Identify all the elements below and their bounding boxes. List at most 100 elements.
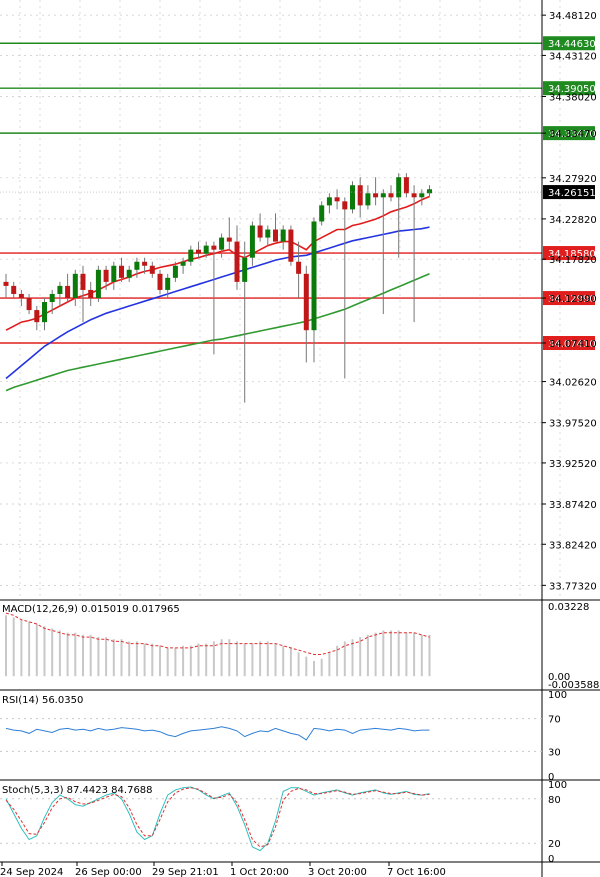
candle-down: [18, 293, 24, 298]
x-tick-label: 1 Oct 20:00: [230, 867, 289, 877]
level-label: 34.33470: [548, 129, 596, 140]
x-tick-label: 3 Oct 20:00: [308, 867, 367, 877]
time-axis: 24 Sep 2024 26 Sep 00:00 29 Sep 21:01 1 Oct…: [0, 862, 446, 877]
candle-down: [403, 177, 409, 194]
candle-down: [342, 201, 348, 210]
level-tag: [543, 81, 595, 96]
level-lines: 34.44630 34.39050 34.33470 34.18580 34.12990…: [0, 36, 596, 351]
candle-down: [65, 285, 71, 298]
macd-tick-label: 0.00: [548, 672, 570, 683]
level-tag: [543, 336, 595, 351]
ma-mid-line: [5, 226, 430, 380]
y-tick-label: 34.02620: [549, 378, 597, 389]
candle-up: [134, 261, 140, 270]
candle-up: [42, 302, 47, 323]
candles: [3, 173, 432, 403]
macd-tick-label: 0.03228: [548, 602, 589, 613]
candle-up: [427, 189, 432, 194]
rsi-label: RSI(14) 56.0350: [2, 695, 83, 706]
level-label: 34.39050: [548, 84, 596, 95]
candle-down: [11, 285, 17, 294]
level-label: 34.18580: [548, 249, 596, 260]
candle-down: [119, 265, 124, 278]
candle-up: [126, 269, 132, 278]
rsi-tick-label: 100: [548, 690, 567, 701]
candle-down: [142, 261, 148, 266]
y-tick-label: 34.43120: [549, 51, 597, 62]
y-tick-label: 34.17820: [549, 255, 597, 266]
rsi-panel: 100 70 30 0: [0, 690, 567, 783]
candle-down: [196, 249, 201, 254]
y-tick-label: 34.27920: [549, 174, 597, 185]
ma-slow-line: [5, 273, 430, 392]
y-tick-label: 34.33470: [549, 129, 597, 140]
candle-up: [319, 205, 325, 222]
macd-signal-line: [5, 612, 430, 655]
candle-down: [103, 269, 109, 282]
y-tick-label: 33.97520: [549, 419, 597, 430]
rsi-line: [5, 726, 430, 741]
candle-up: [203, 245, 209, 254]
level-tag: [543, 126, 595, 141]
candle-down: [211, 245, 217, 250]
candle-down: [334, 197, 340, 202]
macd-tick-label: -0.003588: [548, 680, 599, 691]
candle-up: [265, 229, 271, 238]
stoch-tick-label: 0: [548, 854, 554, 865]
candle-down: [88, 289, 94, 298]
rsi-tick-label: 0: [548, 772, 554, 783]
y-tick-label: 34.12990: [549, 294, 597, 305]
level-label: 34.07410: [548, 339, 596, 350]
rsi-tick-label: 70: [548, 715, 561, 726]
candle-down: [80, 273, 86, 290]
x-tick-label: 26 Sep 00:00: [75, 867, 142, 877]
x-tick-label: 29 Sep 21:01: [152, 867, 219, 877]
stoch-main-line: [5, 786, 430, 852]
candle-down: [303, 273, 309, 331]
candle-up: [49, 293, 55, 303]
stoch-tick-label: 100: [548, 780, 567, 791]
candle-down: [3, 281, 9, 286]
candle-up: [396, 177, 402, 198]
candle-up: [57, 285, 63, 294]
y-tick-label: 33.92520: [549, 459, 597, 470]
level-label: 34.44630: [548, 39, 596, 50]
y-tick-label: 34.22820: [549, 215, 597, 226]
candle-up: [165, 277, 171, 290]
candle-up: [249, 225, 255, 258]
candle-down: [273, 229, 278, 242]
macd-label: MACD(12,26,9) 0.015019 0.017965: [2, 604, 180, 615]
level-tag: [543, 246, 595, 261]
macd-panel: 0.03228 0.00-0.003588: [5, 602, 599, 691]
stoch-tick-label: 20: [548, 839, 561, 850]
y-tick-label: 33.87420: [549, 500, 597, 511]
candle-up: [242, 257, 248, 282]
candle-down: [357, 185, 363, 206]
candle-down: [388, 193, 394, 198]
rsi-tick-label: 30: [548, 747, 561, 758]
candle-down: [149, 265, 155, 274]
candle-up: [365, 193, 371, 206]
stoch-label: Stoch(5,3,3) 87.4423 84.7688: [2, 785, 153, 796]
candle-up: [311, 221, 317, 331]
candle-down: [296, 261, 302, 274]
candle-down: [234, 241, 240, 282]
stoch-tick-label: 80: [548, 795, 561, 806]
candle-up: [219, 237, 225, 250]
candle-down: [26, 297, 32, 311]
y-tick-label: 33.82420: [549, 540, 597, 551]
candle-down: [34, 310, 40, 323]
y-tick-label: 34.38020: [549, 92, 597, 103]
candle-up: [188, 249, 194, 262]
level-label: 34.12990: [548, 294, 596, 305]
y-tick-label: 34.48120: [549, 11, 597, 22]
stoch-panel: 100 80 20 0: [0, 780, 567, 865]
candle-up: [419, 193, 425, 198]
candle-up: [380, 193, 386, 198]
candle-up: [326, 197, 332, 206]
current-price-tag: [543, 185, 595, 200]
level-tag: [543, 36, 595, 51]
candle-down: [288, 229, 294, 262]
